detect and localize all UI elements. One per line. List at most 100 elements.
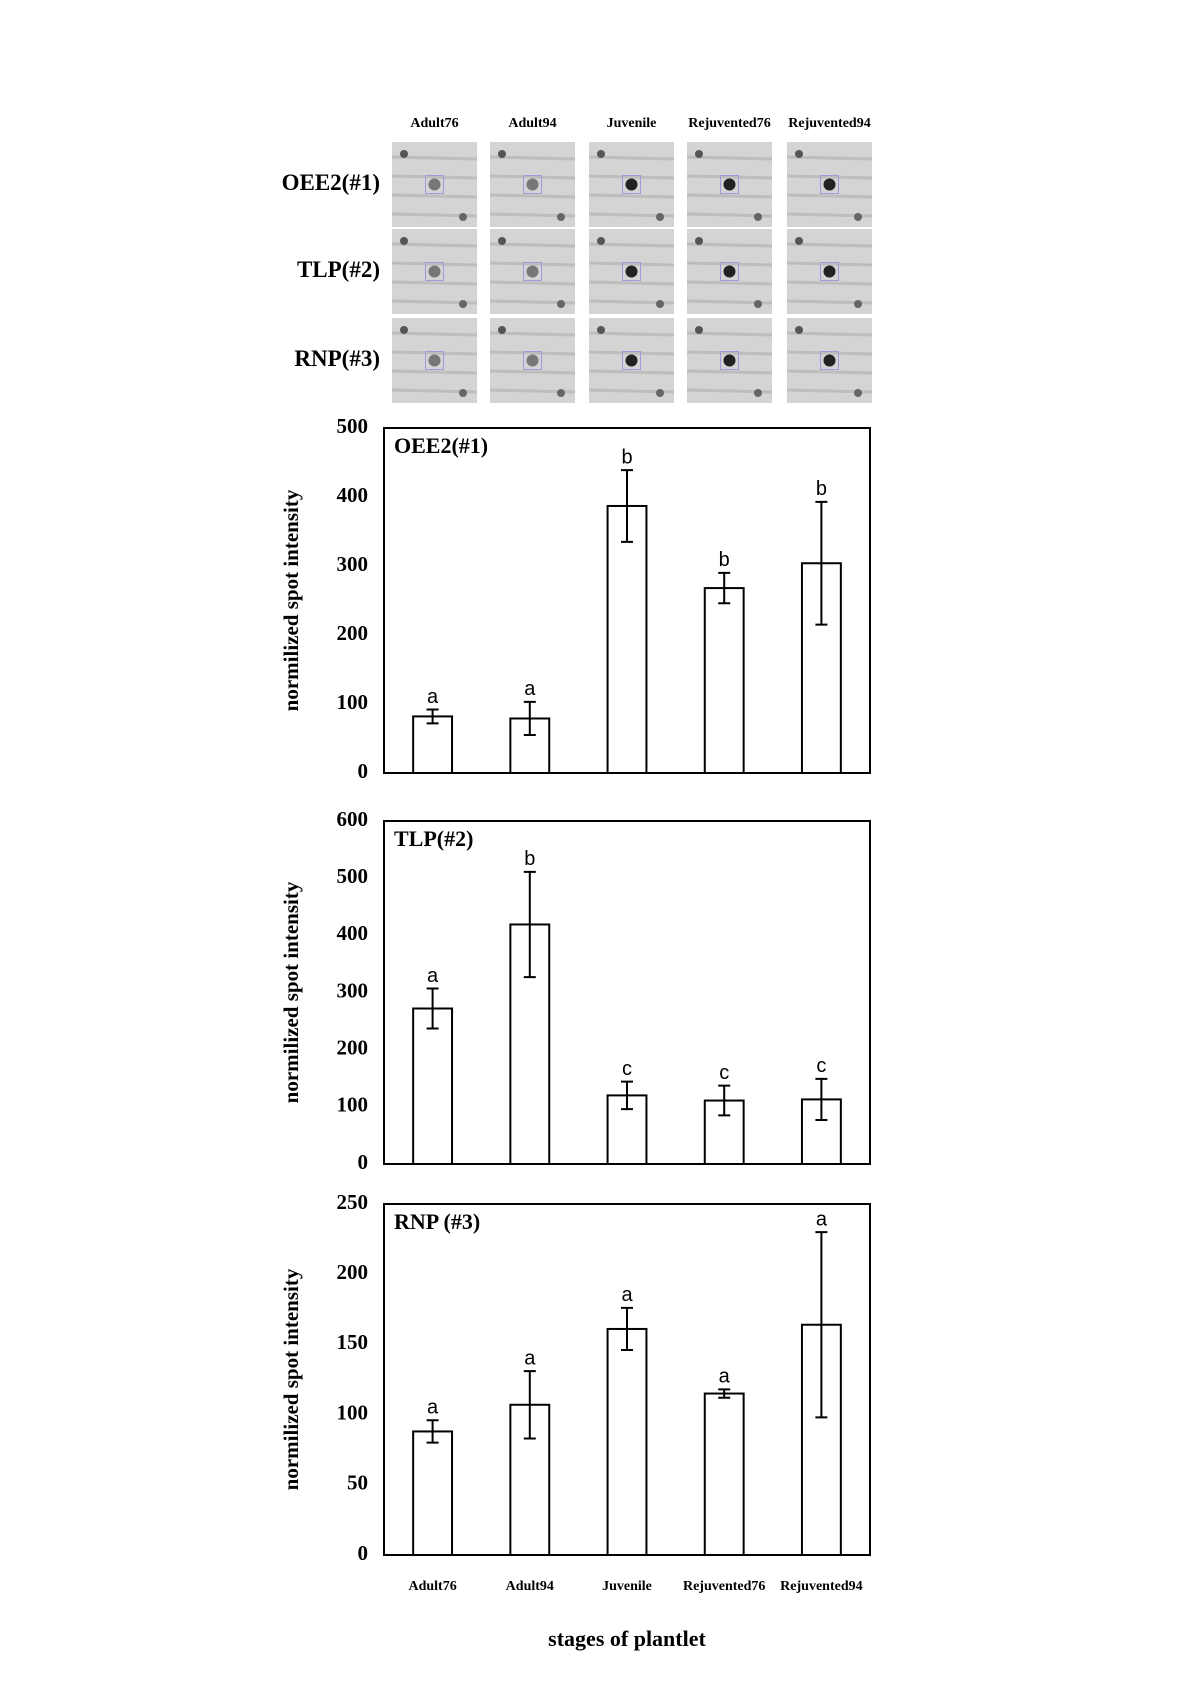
gel-outline — [820, 175, 839, 194]
y-tick-label: 50 — [347, 1471, 368, 1495]
gel-spot — [400, 237, 408, 245]
significance-letter: b — [719, 549, 730, 571]
gel-streak — [489, 350, 576, 356]
gel-spot — [854, 300, 862, 308]
gel-spot — [400, 326, 408, 334]
gel-outline — [425, 351, 444, 370]
gel-spot — [823, 354, 836, 367]
gel-spot — [625, 178, 638, 191]
y-tick-label: 600 — [337, 807, 369, 831]
gel-spot — [695, 237, 703, 245]
panel-title: TLP(#2) — [394, 826, 473, 851]
gel-outline — [622, 351, 641, 370]
gel-spot — [526, 354, 539, 367]
gel-streak — [686, 174, 773, 180]
gel-row-label: TLP(#2) — [297, 257, 380, 282]
gel-streak — [391, 193, 478, 199]
x-tick-label: Adult76 — [408, 1579, 456, 1594]
x-tick-label: Juvenile — [602, 1579, 652, 1594]
gel-spot — [656, 213, 664, 221]
gel-spot — [723, 178, 736, 191]
y-tick-label: 500 — [337, 864, 369, 888]
significance-letter: a — [816, 1208, 828, 1230]
y-tick-label: 0 — [358, 759, 369, 783]
gel-outline — [425, 175, 444, 194]
gel-spot — [854, 213, 862, 221]
gel-spot — [754, 389, 762, 397]
gel-streak — [391, 280, 478, 286]
gel-outline — [425, 262, 444, 281]
gel-outline — [720, 262, 739, 281]
significance-letter: b — [621, 446, 632, 468]
significance-letter: c — [719, 1062, 729, 1084]
gel-outline — [523, 175, 542, 194]
gel-spot — [656, 300, 664, 308]
y-tick-label: 200 — [337, 1035, 369, 1059]
gel-column-label: Adult94 — [508, 116, 556, 131]
gel-streak — [686, 261, 773, 267]
gel-streak — [686, 280, 773, 286]
bar — [412, 1430, 454, 1556]
bar — [412, 1007, 454, 1165]
significance-letter: c — [816, 1055, 826, 1077]
gel-spot — [795, 326, 803, 334]
gel-spot — [526, 265, 539, 278]
gel-spot — [428, 178, 441, 191]
gel-streak — [391, 174, 478, 180]
bar — [606, 1327, 648, 1557]
gel-spot — [557, 213, 565, 221]
error-bar — [718, 1084, 731, 1117]
bar — [703, 587, 745, 775]
gel-spot — [400, 150, 408, 158]
gel-streak — [489, 174, 576, 180]
significance-letter: a — [427, 686, 439, 708]
panel-title: OEE2(#1) — [394, 433, 488, 458]
y-tick-label: 150 — [337, 1330, 369, 1354]
gel-streak — [686, 350, 773, 356]
y-tick-label: 100 — [337, 1400, 369, 1424]
gel-spot — [695, 326, 703, 334]
gel-streak — [588, 261, 675, 267]
error-bar — [426, 1419, 439, 1444]
gel-spot — [754, 300, 762, 308]
gel-streak — [786, 350, 873, 356]
error-bar — [426, 987, 439, 1030]
gel-spot — [498, 150, 506, 158]
significance-letter: a — [427, 965, 439, 987]
gel-streak — [588, 350, 675, 356]
x-tick-label: Rejuvented76 — [683, 1579, 765, 1594]
error-bar — [815, 500, 828, 626]
gel-spot — [754, 213, 762, 221]
y-axis-label: normilized spot intensity — [279, 881, 303, 1103]
y-tick-label: 300 — [337, 552, 369, 576]
gel-spot — [459, 389, 467, 397]
y-axis-label: normilized spot intensity — [279, 1268, 303, 1490]
error-bar — [523, 1370, 536, 1440]
gel-outline — [820, 262, 839, 281]
gel-streak — [786, 193, 873, 199]
gel-streak — [786, 280, 873, 286]
y-tick-label: 100 — [337, 1093, 369, 1117]
gel-spot — [526, 178, 539, 191]
bar — [509, 1403, 551, 1556]
gel-streak — [686, 369, 773, 375]
panel-title: RNP (#3) — [394, 1209, 480, 1234]
gel-spot — [795, 237, 803, 245]
gel-streak — [489, 193, 576, 199]
error-bar — [621, 1306, 633, 1352]
significance-letter: a — [427, 1396, 439, 1418]
gel-spot — [823, 265, 836, 278]
y-tick-label: 100 — [337, 690, 369, 714]
gel-spot — [723, 354, 736, 367]
y-tick-label: 250 — [337, 1190, 369, 1214]
gel-spot — [625, 354, 638, 367]
error-bar — [523, 870, 536, 979]
gel-streak — [786, 261, 873, 267]
gel-streak — [588, 369, 675, 375]
gel-streak — [489, 369, 576, 375]
y-tick-label: 400 — [337, 483, 369, 507]
gel-streak — [588, 280, 675, 286]
error-bar — [815, 1231, 828, 1419]
gel-streak — [686, 193, 773, 199]
y-tick-label: 0 — [358, 1150, 369, 1174]
